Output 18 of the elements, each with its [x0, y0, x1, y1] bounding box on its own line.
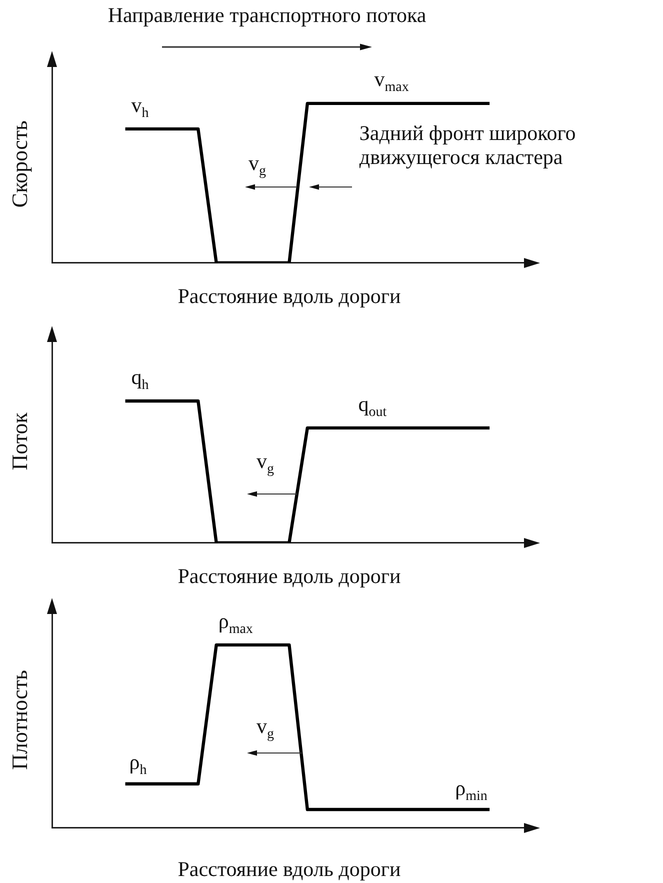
text: q$_{h}$ [131, 364, 149, 394]
annotation: v$_{g}$ [256, 448, 274, 478]
chart-title: Направление транспортного потока [108, 3, 427, 28]
annotation: ρ$_{min}$ [455, 776, 488, 805]
annotation: v$_{g}$ [248, 150, 266, 180]
annotation: v$_{g}$ [256, 714, 274, 744]
annotation: Задний фронт широкого движущегося кластера [359, 120, 577, 170]
y-axis-title: Плотность [6, 670, 32, 770]
x-axis-title: Расстояние вдоль дороги [178, 564, 401, 588]
annotation: ρ$_{h}$ [129, 750, 147, 780]
text: ρ$_{max}$ [218, 608, 253, 638]
y-axis-title: Скорость [6, 120, 32, 208]
text: v$_{max}$ [374, 67, 409, 97]
annotation: q$_{out}$ [358, 392, 387, 422]
y-axis-title: Поток [6, 412, 32, 470]
x-axis-title: Расстояние вдоль дороги [178, 284, 401, 308]
annotation: v$_{h}$ [131, 92, 149, 122]
x-axis-title: Расстояние вдоль дороги [178, 856, 401, 881]
